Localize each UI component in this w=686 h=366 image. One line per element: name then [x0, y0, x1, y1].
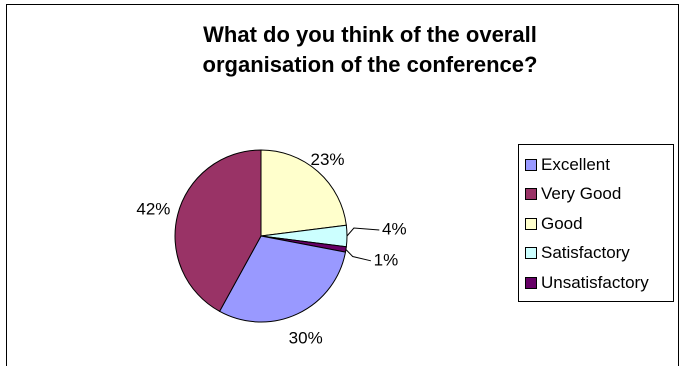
- legend-swatch-excellent: [525, 158, 537, 171]
- pie-slice-very-good: [174, 149, 262, 313]
- data-label-good: 23%: [310, 150, 344, 169]
- leader-line-unsatisfactory: [345, 249, 372, 262]
- legend-label-satisfactory: Satisfactory: [541, 243, 630, 263]
- legend-label-good: Good: [541, 213, 583, 233]
- data-label-excellent: 30%: [289, 328, 323, 347]
- legend-swatch-very-good: [525, 188, 537, 201]
- legend-label-excellent: Excellent: [541, 154, 610, 174]
- legend-item-very-good: Very Good: [519, 180, 673, 210]
- legend-swatch-good: [525, 217, 537, 230]
- legend-label-unsatisfactory: Unsatisfactory: [541, 272, 649, 292]
- pie-slice-excellent: [218, 235, 347, 323]
- legend-swatch-satisfactory: [525, 247, 537, 260]
- pie-slice-good: [260, 149, 347, 237]
- chart-title-line-2: organisation of the conference?: [202, 52, 538, 77]
- leader-line-satisfactory: [346, 227, 380, 237]
- legend-item-unsatisfactory: Unsatisfactory: [519, 268, 673, 298]
- data-label-very-good: 42%: [136, 199, 170, 218]
- legend-label-very-good: Very Good: [541, 184, 622, 204]
- chart-title-line-1: What do you think of the overall: [203, 22, 537, 47]
- legend: Excellent Very Good Good Satisfactory Unsati…: [518, 144, 674, 302]
- legend-item-excellent: Excellent: [519, 150, 673, 180]
- legend-item-satisfactory: Satisfactory: [519, 239, 673, 269]
- legend-item-good: Good: [519, 209, 673, 239]
- data-label-unsatisfactory: 1%: [374, 250, 399, 269]
- data-label-satisfactory: 4%: [382, 219, 407, 238]
- legend-swatch-unsatisfactory: [525, 276, 537, 289]
- chart-title: What do you think of the overall organis…: [20, 20, 686, 80]
